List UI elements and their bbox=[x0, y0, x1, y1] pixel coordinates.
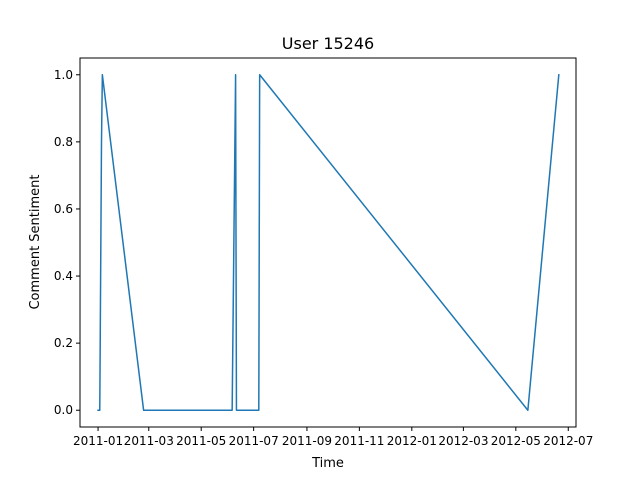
y-tick-label: 1.0 bbox=[54, 68, 73, 82]
y-tick-label: 0.0 bbox=[54, 403, 73, 417]
y-tick-label: 0.6 bbox=[54, 202, 73, 216]
y-tick-label: 0.2 bbox=[54, 336, 73, 350]
x-axis-label: Time bbox=[311, 456, 344, 471]
x-tick-label: 2011-07 bbox=[229, 434, 279, 448]
x-tick-label: 2012-05 bbox=[491, 434, 541, 448]
x-axis: 2011-01 2011-03 2011-05 2011-07 2011-09 2011-… bbox=[73, 427, 593, 448]
x-tick-label: 2012-03 bbox=[438, 434, 488, 448]
y-axis-label: Comment Sentiment bbox=[28, 174, 43, 309]
x-tick-label: 2011-09 bbox=[282, 434, 332, 448]
x-tick-label: 2011-11 bbox=[334, 434, 384, 448]
x-tick-label: 2011-03 bbox=[124, 434, 174, 448]
series-line-0 bbox=[97, 73, 560, 411]
y-axis: 0.0 0.2 0.4 0.6 0.8 1.0 bbox=[54, 68, 80, 417]
y-tick-label: 0.4 bbox=[54, 269, 73, 283]
plot-area bbox=[97, 73, 560, 411]
x-tick-label: 2012-07 bbox=[543, 434, 593, 448]
y-tick-label: 0.8 bbox=[54, 135, 73, 149]
chart-title: User 15246 bbox=[282, 34, 374, 53]
x-tick-label: 2011-01 bbox=[73, 434, 123, 448]
x-tick-label: 2012-01 bbox=[387, 434, 437, 448]
x-tick-label: 2011-05 bbox=[176, 434, 226, 448]
axes-frame bbox=[79, 57, 577, 428]
